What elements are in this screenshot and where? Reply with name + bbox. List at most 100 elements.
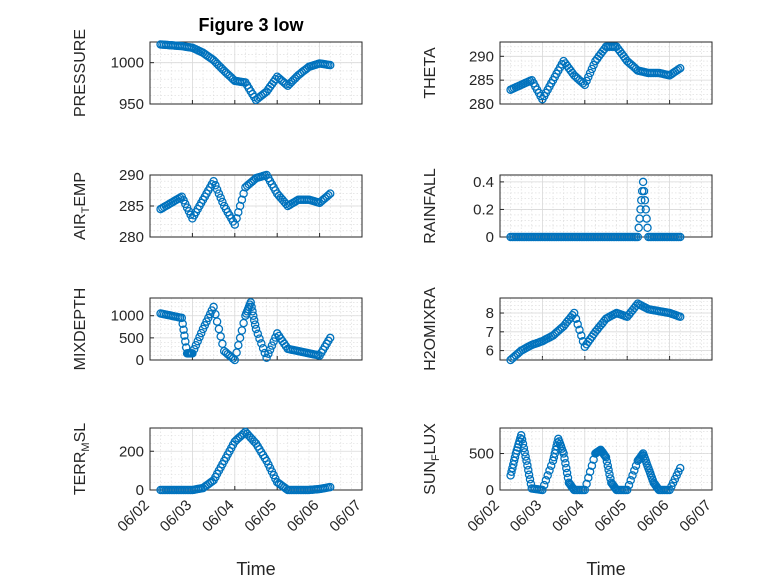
y-tick-label: 0.4 [473,174,494,191]
data-point [269,337,278,346]
axes-border [149,427,363,491]
data-point [249,311,258,320]
y-tick-label: 0 [486,482,494,499]
x-axis-label: Time [586,559,625,579]
data-point [634,223,643,233]
data-point [248,307,257,316]
data-point [624,480,634,490]
y-axis-label: THETA [422,47,439,99]
y-axis-label-subscript: F [430,454,442,461]
y-tick-label: 7 [486,324,494,341]
data-point [674,65,683,74]
data-point [191,340,201,350]
subplot-terr_msl: 0 200 06/02 06/03 06/04 06/05 06/06 06/07 Time TE… [72,423,365,579]
subplot-pressure: 950 1000 PRESSURE [72,29,363,117]
data-point [239,429,248,438]
data-point [539,480,549,490]
y-axis-label-text: MIXDEPTH [72,288,89,371]
data-point [211,181,220,190]
data-point [264,349,273,358]
subplot-air_temp: 280 285 290 AIRTEMP [72,167,363,246]
x-tick-label: 06/06 [634,497,673,536]
data-point [251,324,261,334]
data-point [580,485,590,495]
data-point [546,461,556,470]
y-axis-label: H2OMIXRA [422,287,439,371]
data-point [325,333,335,343]
data-point [189,345,199,354]
data-point [267,341,277,350]
x-tick-label: 06/05 [591,497,630,536]
subplot-mixdepth: 0 500 1000 MIXDEPTH [72,288,363,371]
data-point [545,466,554,475]
data-point [216,193,225,202]
data-point [228,354,238,363]
y-tick-label: 1000 [111,308,144,325]
data-point [523,461,532,470]
data-point [633,232,643,242]
data-point [520,448,529,457]
data-point [541,476,551,485]
y-axis-label-text: LUX [422,423,439,454]
data-point [582,479,591,489]
data-point [626,476,635,485]
y-tick-label: 280 [119,229,144,246]
data-point [250,320,260,329]
data-point [630,466,639,475]
y-tick-label: 285 [119,198,144,215]
data-point [587,64,597,74]
data-point [575,325,584,335]
y-axis-label: TERRMSL [72,423,92,495]
x-tick-label: 06/05 [241,497,280,536]
data-point [179,325,188,334]
data-point [526,479,536,489]
data-point [560,454,569,463]
data-point [641,205,651,214]
y-tick-label: 950 [119,96,144,113]
data-point [543,471,552,480]
y-axis-label-text: H2OMIXRA [422,287,439,371]
data-point [518,439,528,449]
data-point [584,473,593,483]
data-point [522,456,531,466]
y-axis-label-text: PRESSURE [72,29,89,117]
data-point [262,353,271,363]
x-axis-label: Time [236,559,275,579]
data-point [563,473,573,483]
y-axis-label: SUNFLUX [422,423,442,495]
data-point [257,339,266,348]
y-tick-label: 8 [486,305,494,322]
data-point [638,177,648,187]
data-point [640,196,650,205]
data-point [177,313,187,323]
axes-border [499,41,713,105]
data-point [675,63,685,73]
data-point [622,485,632,495]
x-tick-label: 06/06 [284,497,323,536]
data-point [577,331,586,340]
data-point [325,60,335,70]
data-point [628,471,637,480]
data-point [195,332,204,342]
data-point [209,176,218,186]
data-point [675,463,685,473]
data-point [212,185,222,194]
y-tick-label: 285 [469,72,494,89]
data-point [255,334,264,343]
y-tick-label: 280 [469,96,494,113]
data-point [265,345,275,354]
data-point [675,312,685,322]
y-axis-label-subscript: M [80,442,92,451]
y-tick-label: 0.2 [473,201,494,218]
data-point [253,329,263,339]
data-point [643,223,652,233]
y-tick-label: 6 [486,343,494,360]
data-point [180,331,189,340]
y-tick-label: 500 [469,446,494,463]
data-point [587,461,597,470]
data-point [517,435,527,444]
data-point [589,60,598,70]
data-point [642,214,651,223]
data-point [249,315,259,325]
